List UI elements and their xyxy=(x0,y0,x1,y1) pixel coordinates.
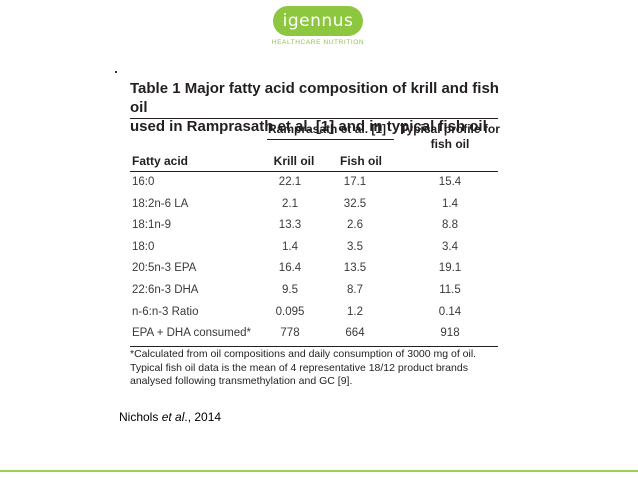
table-title-line2: used in Ramprasath et al. [1] and in typ… xyxy=(130,118,487,135)
cell-typical: 918 xyxy=(440,327,460,340)
cell-acid: 18:1n-9 xyxy=(132,219,172,232)
group-header-underline xyxy=(267,139,394,140)
table-body: 16:0 22.1 17.1 15.4 18:2n-6 LA 2.1 32.5 … xyxy=(130,172,498,345)
table-row: 18:1n-9 13.3 2.6 8.8 xyxy=(130,215,498,237)
table-row: 22:6n-3 DHA 9.5 8.7 11.5 xyxy=(130,280,498,302)
typical-header-line1: Typical profile for xyxy=(400,122,500,136)
cell-fish: 1.2 xyxy=(347,305,363,318)
cell-fish: 8.7 xyxy=(347,283,363,296)
table-row: EPA + DHA consumed* 778 664 918 xyxy=(130,323,498,345)
logo-wordmark: igennus xyxy=(273,6,363,36)
table-row: 20:5n-3 EPA 16.4 13.5 19.1 xyxy=(130,258,498,280)
cell-fish: 13.5 xyxy=(343,262,367,275)
col-header-krill: Krill oil xyxy=(273,154,315,168)
cell-acid: 18:2n-6 LA xyxy=(132,197,189,210)
cell-acid: 22:6n-3 DHA xyxy=(132,283,199,296)
accent-line xyxy=(0,470,638,472)
table-row: 16:0 22.1 17.1 15.4 xyxy=(130,172,498,194)
cell-krill: 13.3 xyxy=(278,219,302,232)
cell-fish: 32.5 xyxy=(343,197,367,210)
table-row: 18:2n-6 LA 2.1 32.5 1.4 xyxy=(130,194,498,216)
cell-krill: 0.095 xyxy=(275,305,305,318)
cell-fish: 664 xyxy=(345,327,365,340)
cell-fish: 17.1 xyxy=(343,176,367,188)
cell-acid: n-6:n-3 Ratio xyxy=(132,305,199,318)
citation-year: ., 2014 xyxy=(184,410,222,424)
cell-acid: 18:0 xyxy=(132,240,155,253)
footnote-line1: *Calculated from oil compositions and da… xyxy=(130,348,477,360)
cell-typical: 1.4 xyxy=(442,197,458,210)
cell-fish: 2.6 xyxy=(347,219,363,232)
cell-typical: 8.8 xyxy=(442,219,458,232)
cell-krill: 22.1 xyxy=(278,176,302,188)
cell-typical: 11.5 xyxy=(439,283,461,296)
cell-typical: 19.1 xyxy=(438,262,462,275)
cell-typical: 15.4 xyxy=(438,176,462,188)
cell-acid: 16:0 xyxy=(132,176,155,188)
cell-typical: 3.4 xyxy=(442,240,458,253)
cell-fish: 3.5 xyxy=(347,240,363,253)
typical-header-line2: fish oil xyxy=(430,137,470,151)
cell-acid: 20:5n-3 EPA xyxy=(132,262,197,275)
logo-tagline: HEALTHCARE NUTRITION xyxy=(271,39,365,46)
footnote-line2: Typical fish oil data is the mean of 4 r… xyxy=(130,361,468,374)
col-header-fish: Fish oil xyxy=(340,154,382,168)
cell-krill: 778 xyxy=(280,327,300,340)
cell-acid: EPA + DHA consumed* xyxy=(132,327,252,340)
header-rule xyxy=(130,171,498,172)
stray-dot xyxy=(115,71,117,73)
citation: Nichols et al., 2014 xyxy=(119,410,221,424)
typical-header: Typical profile for fish oil xyxy=(398,122,502,152)
bottom-rule xyxy=(130,346,498,347)
cell-krill: 16.4 xyxy=(278,262,302,275)
citation-author: Nichols xyxy=(119,410,162,424)
table-footnote: *Calculated from oil compositions and da… xyxy=(130,348,500,389)
logo: igennus HEALTHCARE NUTRITION xyxy=(270,6,366,46)
table-title-line1: Table 1 Major fatty acid composition of … xyxy=(130,80,499,116)
col-header-fatty-acid: Fatty acid xyxy=(132,154,189,168)
cell-typical: 0.14 xyxy=(438,305,462,318)
table-row: n-6:n-3 Ratio 0.095 1.2 0.14 xyxy=(130,302,498,324)
top-rule xyxy=(130,118,498,119)
table-title: Table 1 Major fatty acid composition of … xyxy=(130,79,520,136)
table-row: 18:0 1.4 3.5 3.4 xyxy=(130,237,498,259)
group-header: Ramprasath et al. [1] xyxy=(268,122,387,136)
footnote-line3: analysed following transmethylation and … xyxy=(130,375,353,387)
citation-etal: et al xyxy=(161,410,185,424)
cell-krill: 9.5 xyxy=(282,283,298,296)
cell-krill: 2.1 xyxy=(282,197,298,210)
cell-krill: 1.4 xyxy=(282,240,298,253)
